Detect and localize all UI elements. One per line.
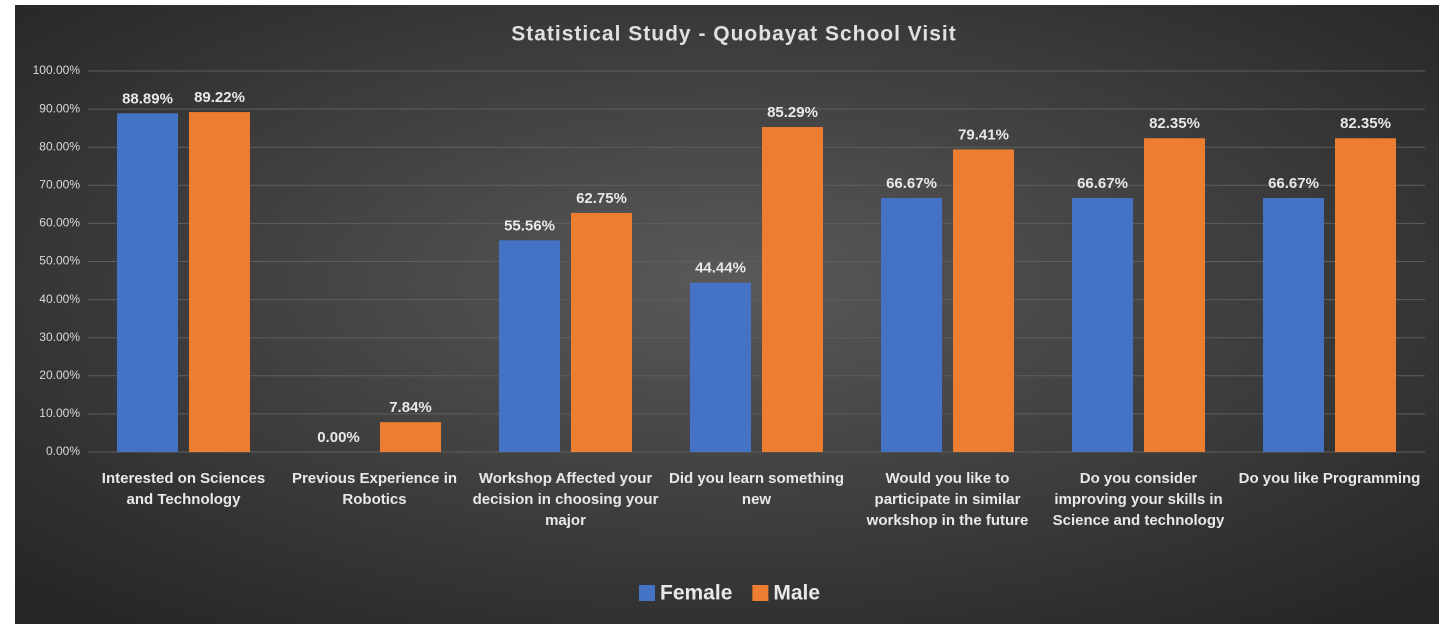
bar (762, 127, 823, 452)
bar (117, 113, 178, 452)
bar (189, 112, 250, 452)
data-label: 89.22% (194, 89, 245, 106)
bar (1263, 197, 1324, 452)
y-tick-label: 40.00% (39, 292, 80, 306)
data-label: 82.35% (1340, 115, 1391, 132)
legend-swatch (752, 585, 769, 601)
legend-swatch (639, 585, 655, 601)
data-label: 7.84% (389, 399, 432, 416)
chart-title: Statistical Study - Quobayat School Visi… (511, 23, 957, 46)
y-tick-label: 90.00% (39, 101, 80, 115)
bar (571, 212, 632, 452)
data-label: 66.67% (1077, 175, 1128, 192)
y-tick-label: 100.00% (33, 63, 81, 77)
bar (881, 197, 942, 452)
x-tick-label: Previous Experience in Robotics (291, 470, 458, 508)
y-tick-label: 70.00% (39, 177, 80, 191)
bar (380, 422, 441, 452)
y-tick-label: 10.00% (39, 406, 80, 420)
data-label: 66.67% (1268, 175, 1319, 192)
y-tick-label: 50.00% (39, 254, 80, 268)
x-tick-label: Did you learn something new (668, 470, 845, 508)
x-tick-label: Interested on Sciences and Technology (101, 470, 266, 508)
y-tick-label: 60.00% (39, 216, 80, 230)
legend-label: Female (660, 582, 732, 605)
data-label: 85.29% (767, 104, 818, 121)
bar (690, 282, 751, 452)
bar (1144, 138, 1205, 452)
legend-label: Male (773, 582, 820, 605)
data-label: 44.44% (695, 260, 746, 277)
data-label: 55.56% (504, 217, 555, 234)
data-label: 62.75% (576, 190, 627, 207)
y-tick-label: 80.00% (39, 139, 80, 153)
data-label: 82.35% (1149, 115, 1200, 132)
bar (953, 149, 1014, 452)
x-tick-label: Do you like Programming (1238, 470, 1421, 487)
y-tick-label: 0.00% (46, 444, 80, 458)
bar (1072, 197, 1133, 452)
x-tick-label: Would you like to participate in similar… (866, 470, 1029, 529)
bar (1335, 138, 1396, 452)
y-tick-label: 20.00% (39, 368, 80, 382)
y-tick-label: 30.00% (39, 330, 80, 344)
data-label: 88.89% (122, 90, 173, 107)
data-label: 79.41% (958, 126, 1009, 143)
x-tick-label: Workshop Affected your decision in choos… (472, 470, 659, 529)
data-label: 0.00% (317, 429, 360, 446)
bar (499, 240, 560, 452)
x-tick-label: Do you consider improving your skills in… (1052, 470, 1225, 529)
data-label: 66.67% (886, 175, 937, 192)
